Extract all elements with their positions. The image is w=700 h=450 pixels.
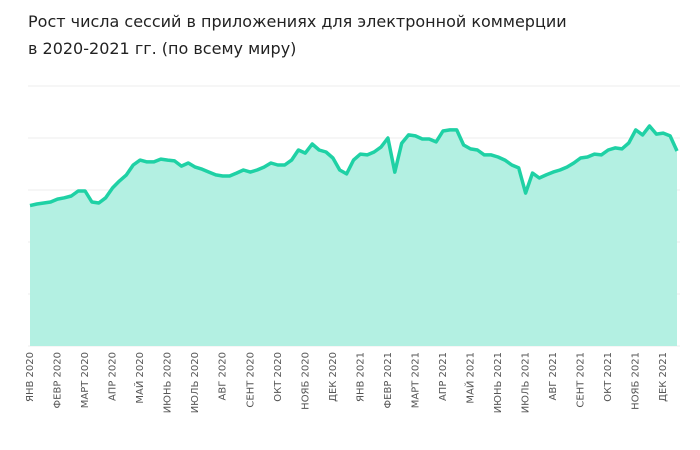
x-tick-label: ИЮНЬ 2021 — [493, 352, 504, 413]
x-tick-label: АВГ 2021 — [548, 352, 559, 400]
x-tick-label: ФЕВР 2020 — [53, 352, 64, 408]
x-tick-label: МАЙ 2021 — [464, 352, 477, 404]
x-tick-label: ИЮЛЬ 2021 — [521, 352, 532, 413]
line — [29, 124, 679, 208]
x-tick-label: АВГ 2020 — [218, 352, 229, 400]
x-tick-label: АПР 2021 — [438, 352, 449, 401]
area — [30, 126, 677, 346]
x-tick-label: ДЕК 2020 — [328, 352, 339, 402]
x-tick-label: ДЕК 2021 — [658, 352, 669, 402]
x-tick-label: НОЯБ 2020 — [300, 352, 311, 410]
x-tick-label: МАРТ 2021 — [410, 352, 421, 408]
x-tick-label: ЯНВ 2020 — [25, 352, 36, 402]
x-tick-label: СЕНТ 2020 — [245, 352, 256, 408]
x-tick-label: НОЯБ 2021 — [631, 352, 642, 410]
x-tick-label: АПР 2020 — [108, 352, 119, 401]
x-tick-label: ФЕВР 2021 — [383, 352, 394, 408]
x-tick-label: ИЮЛЬ 2020 — [190, 352, 201, 413]
x-tick-label: СЕНТ 2021 — [576, 352, 587, 408]
x-tick-label: ИЮНЬ 2020 — [163, 352, 174, 413]
x-tick-label: МАЙ 2020 — [133, 352, 146, 404]
x-tick-label: ОКТ 2020 — [273, 352, 284, 402]
chart-title: Рост числа сессий в приложениях для элек… — [28, 12, 567, 58]
x-tick-label: ЯНВ 2021 — [355, 352, 366, 402]
x-tick-label: МАРТ 2020 — [80, 352, 91, 408]
x-tick-label: ОКТ 2021 — [603, 352, 614, 402]
